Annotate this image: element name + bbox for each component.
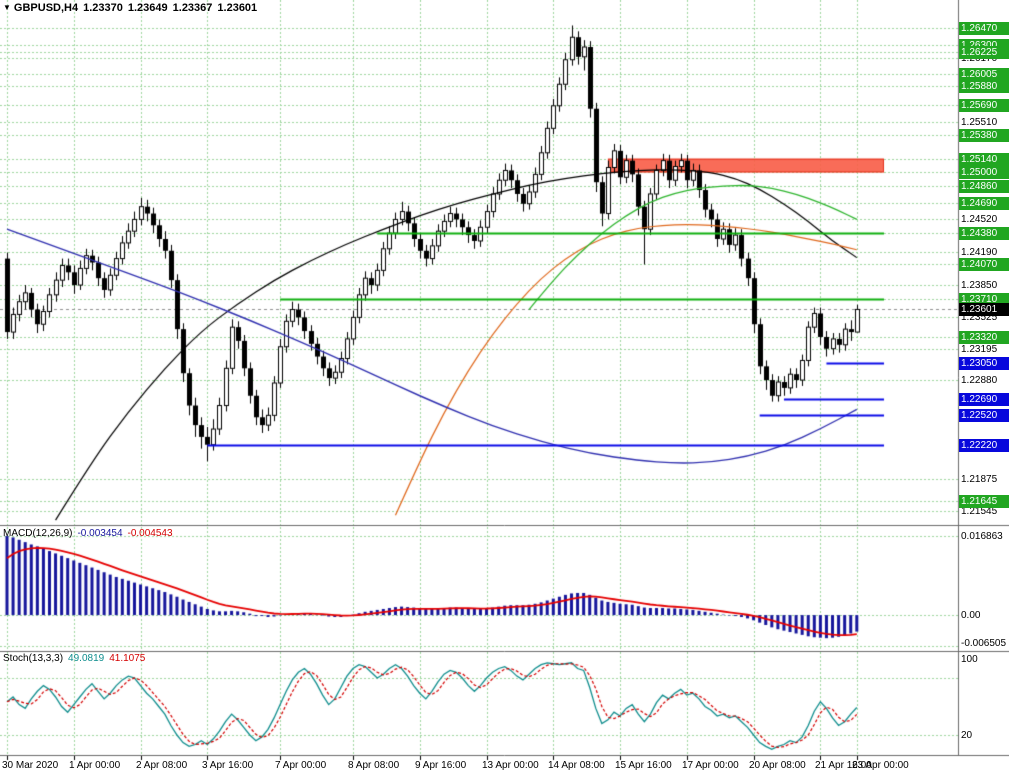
price-scale-label: 1.22690 <box>959 393 1009 406</box>
macd-scale-label: 0.016863 <box>961 531 1003 542</box>
time-label: 3 Apr 16:00 <box>202 760 254 771</box>
stoch-scale[interactable]: 100 20 <box>959 652 1009 755</box>
chart-header: ▼ GBPUSD,H4 1.23370 1.23649 1.23367 1.23601 <box>3 2 262 14</box>
price-scale[interactable]: 1.261701.255101.245201.241901.238501.235… <box>959 0 1009 755</box>
price-scale-label: 1.24070 <box>959 258 1009 271</box>
ohlc-high: 1.23649 <box>127 2 168 14</box>
price-scale-label: 1.24690 <box>959 197 1009 210</box>
stoch-value-d: 41.1075 <box>109 653 146 664</box>
macd-scale-label: -0.006505 <box>961 638 1007 649</box>
time-label: 14 Apr 08:00 <box>548 760 605 771</box>
price-scale-label: 1.23050 <box>959 357 1009 370</box>
time-label: 8 Apr 08:00 <box>348 760 400 771</box>
time-label: 13 Apr 00:00 <box>482 760 539 771</box>
price-scale-label: 1.23320 <box>959 331 1009 344</box>
current-price-label: 1.23601 <box>959 303 1009 316</box>
price-scale-label: 1.25880 <box>959 80 1009 93</box>
price-scale-label: 1.25380 <box>959 129 1009 142</box>
price-scale-label: 1.25510 <box>961 117 998 128</box>
stoch-value-k: 49.0819 <box>68 653 105 664</box>
price-scale-label: 1.24520 <box>961 214 998 225</box>
price-scale-label: 1.26225 <box>959 46 1009 59</box>
time-label: 15 Apr 16:00 <box>615 760 672 771</box>
time-label: 7 Apr 00:00 <box>275 760 327 771</box>
stoch-indicator-label: Stoch(13,3,3) 49.0819 41.1075 <box>3 653 150 664</box>
macd-value-signal: -0.004543 <box>127 528 173 539</box>
price-scale-label: 1.24190 <box>961 247 998 258</box>
price-scale-label: 1.25140 <box>959 153 1009 166</box>
time-label: 20 Apr 08:00 <box>749 760 806 771</box>
time-label: 21 Apr 16:00 <box>815 760 872 771</box>
stoch-name: Stoch(13,3,3) <box>3 653 64 664</box>
price-scale-label: 1.21545 <box>961 506 998 517</box>
ohlc-close: 1.23601 <box>217 2 258 14</box>
dropdown-arrow-icon[interactable]: ▼ <box>3 3 11 12</box>
price-scale-label: 1.23525 <box>961 312 998 323</box>
price-scale-label: 1.23710 <box>959 293 1009 306</box>
macd-value-main: -0.003454 <box>77 528 123 539</box>
time-label: 30 Mar 2020 <box>2 760 59 771</box>
price-scale-label: 1.22220 <box>959 439 1009 452</box>
time-label: 1 Apr 00:00 <box>69 760 121 771</box>
time-label: 23 Apr 00:00 <box>852 760 909 771</box>
time-axis[interactable]: 30 Mar 2020 1 Apr 00:00 2 Apr 08:00 3 Apr 1… <box>0 756 1009 784</box>
stoch-scale-label: 100 <box>961 654 978 665</box>
time-label: 2 Apr 08:00 <box>136 760 188 771</box>
price-scale-label: 1.24380 <box>959 227 1009 240</box>
macd-indicator-label: MACD(12,26,9) -0.003454 -0.004543 <box>3 528 178 539</box>
time-label: 17 Apr 00:00 <box>682 760 739 771</box>
macd-name: MACD(12,26,9) <box>3 528 73 539</box>
price-scale-label: 1.25000 <box>959 166 1009 179</box>
stoch-scale-label: 20 <box>961 730 973 741</box>
time-label: 9 Apr 16:00 <box>415 760 467 771</box>
price-scale-label: 1.25690 <box>959 99 1009 112</box>
price-scale-label: 1.22880 <box>961 375 998 386</box>
price-scale-label: 1.26005 <box>959 68 1009 81</box>
price-scale-label: 1.21875 <box>961 474 998 485</box>
price-scale-label: 1.26470 <box>959 22 1009 35</box>
price-scale-label: 1.23195 <box>961 344 998 355</box>
price-scale-label: 1.24860 <box>959 180 1009 193</box>
macd-scale-label: 0.00 <box>961 610 981 621</box>
ohlc-low: 1.23367 <box>172 2 213 14</box>
symbol-timeframe: GBPUSD,H4 <box>13 2 79 14</box>
macd-scale[interactable]: 0.016863 0.00 -0.006505 <box>959 527 1009 651</box>
price-scale-label: 1.22520 <box>959 409 1009 422</box>
price-scale-label: 1.23850 <box>961 280 998 291</box>
price-scale-label: 1.21645 <box>959 495 1009 508</box>
ohlc-open: 1.23370 <box>83 2 123 14</box>
